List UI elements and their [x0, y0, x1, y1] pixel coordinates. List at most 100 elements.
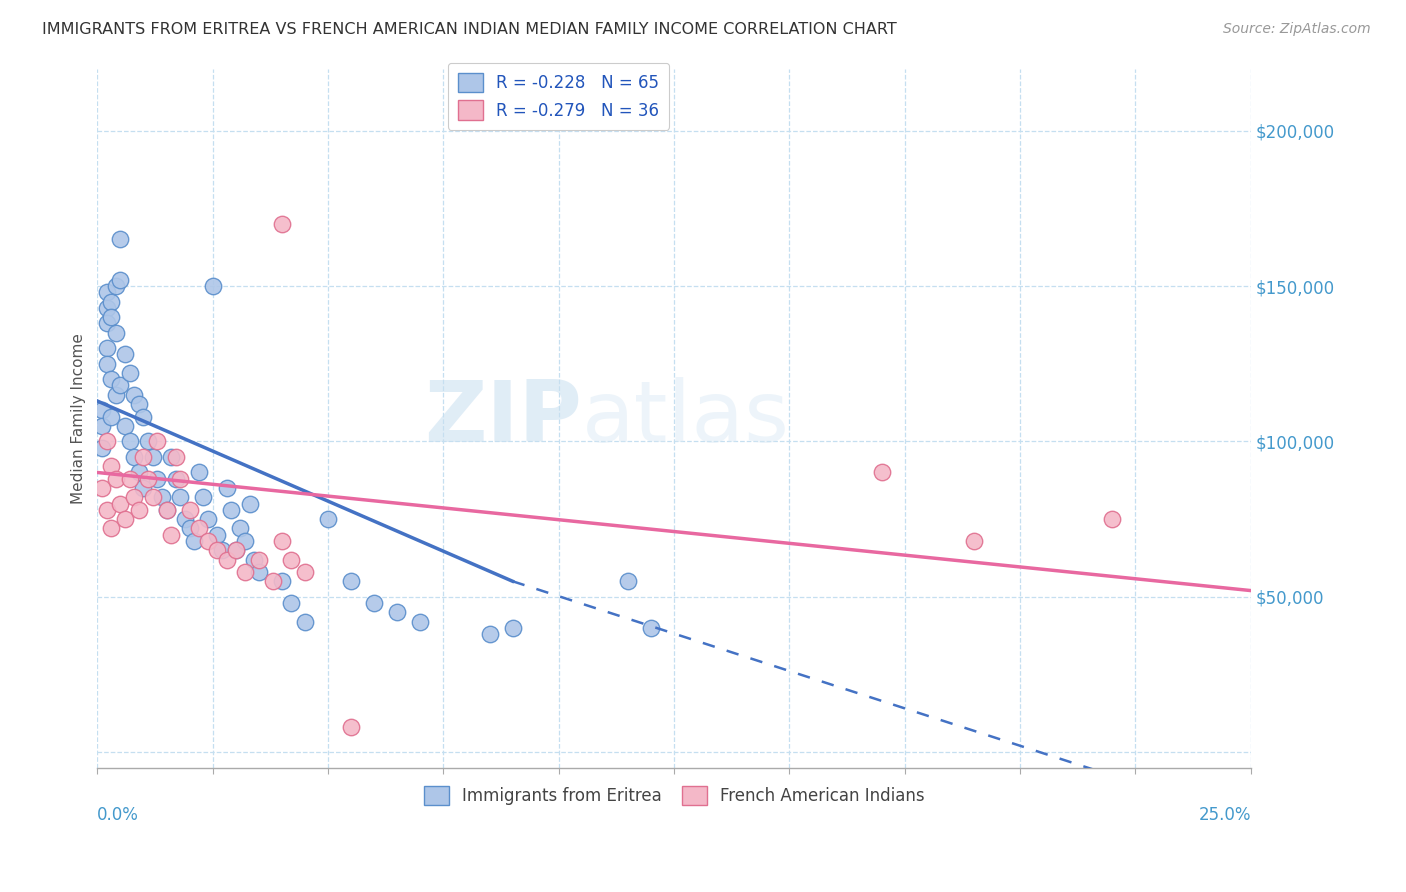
Point [132, 409, 155, 424]
Point [233, 533, 256, 548]
Point [225, 543, 247, 558]
Point [100, 294, 122, 309]
Text: ZIP: ZIP [425, 376, 582, 459]
Point [316, 512, 339, 526]
Point [155, 503, 177, 517]
Point [165, 450, 187, 464]
Point [96, 301, 118, 315]
Point [215, 481, 238, 495]
Point [179, 521, 201, 535]
Point [128, 397, 150, 411]
Point [104, 472, 127, 486]
Point [160, 527, 183, 541]
Point [197, 512, 219, 526]
Point [280, 552, 302, 566]
Point [179, 503, 201, 517]
Point [91, 481, 114, 495]
Point [478, 627, 501, 641]
Point [96, 503, 118, 517]
Point [280, 596, 302, 610]
Point [104, 326, 127, 340]
Point [104, 279, 127, 293]
Point [640, 621, 662, 635]
Point [193, 491, 215, 505]
Point [187, 521, 209, 535]
Point [262, 574, 284, 589]
Point [201, 279, 224, 293]
Point [187, 466, 209, 480]
Point [183, 533, 205, 548]
Text: IMMIGRANTS FROM ERITREA VS FRENCH AMERICAN INDIAN MEDIAN FAMILY INCOME CORRELATI: IMMIGRANTS FROM ERITREA VS FRENCH AMERIC… [42, 22, 897, 37]
Y-axis label: Median Family Income: Median Family Income [72, 333, 86, 504]
Point [169, 491, 191, 505]
Point [207, 527, 229, 541]
Point [146, 434, 169, 449]
Point [294, 565, 316, 579]
Point [247, 552, 270, 566]
Point [132, 450, 155, 464]
Point [136, 434, 159, 449]
Point [270, 574, 292, 589]
Text: atlas: atlas [582, 376, 790, 459]
Point [207, 543, 229, 558]
Point [110, 273, 132, 287]
Point [100, 372, 122, 386]
Point [197, 533, 219, 548]
Point [118, 434, 141, 449]
Point [132, 481, 155, 495]
Text: 0.0%: 0.0% [97, 806, 139, 824]
Point [114, 418, 136, 433]
Point [247, 565, 270, 579]
Point [387, 605, 409, 619]
Point [91, 441, 114, 455]
Point [142, 450, 165, 464]
Point [91, 403, 114, 417]
Point [340, 720, 363, 734]
Point [270, 217, 292, 231]
Point [1101, 512, 1123, 526]
Point [96, 341, 118, 355]
Text: Source: ZipAtlas.com: Source: ZipAtlas.com [1223, 22, 1371, 37]
Point [100, 521, 122, 535]
Point [211, 543, 233, 558]
Point [169, 472, 191, 486]
Point [96, 434, 118, 449]
Point [155, 503, 177, 517]
Point [100, 310, 122, 325]
Point [219, 503, 242, 517]
Point [215, 552, 238, 566]
Point [110, 497, 132, 511]
Point [146, 472, 169, 486]
Point [96, 316, 118, 330]
Point [114, 347, 136, 361]
Point [136, 472, 159, 486]
Point [142, 491, 165, 505]
Point [229, 521, 252, 535]
Point [617, 574, 640, 589]
Point [128, 503, 150, 517]
Point [363, 596, 385, 610]
Point [128, 466, 150, 480]
Point [409, 615, 432, 629]
Point [963, 533, 986, 548]
Point [118, 472, 141, 486]
Point [294, 615, 316, 629]
Point [91, 418, 114, 433]
Point [122, 450, 145, 464]
Point [160, 450, 183, 464]
Text: 25.0%: 25.0% [1198, 806, 1251, 824]
Point [100, 459, 122, 474]
Point [174, 512, 197, 526]
Point [114, 512, 136, 526]
Legend: Immigrants from Eritrea, French American Indians: Immigrants from Eritrea, French American… [416, 780, 931, 812]
Point [100, 409, 122, 424]
Point [502, 621, 524, 635]
Point [104, 388, 127, 402]
Point [96, 357, 118, 371]
Point [96, 285, 118, 300]
Point [110, 232, 132, 246]
Point [239, 497, 262, 511]
Point [122, 491, 145, 505]
Point [118, 366, 141, 380]
Point [870, 466, 893, 480]
